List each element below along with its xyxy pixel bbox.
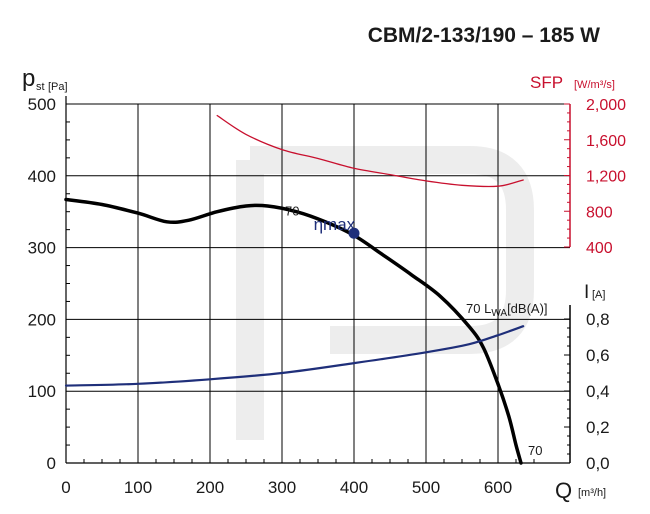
annotation-eta-max: ηmax (314, 215, 356, 234)
x-tick-label: 400 (340, 478, 368, 497)
y-axis-sfp-label: SFP (530, 73, 563, 92)
chart-title: CBM/2-133/190 – 185 W (368, 24, 600, 47)
annotation-70-bottom: 70 (528, 443, 542, 458)
annotation-lwa: 70 LWA[dB(A)] (466, 301, 548, 319)
x-axis-title: Q [m³/h] (555, 478, 606, 503)
y-axis-sfp-unit: [W/m³/s] (574, 79, 615, 91)
y-left-tick-label: 100 (28, 382, 56, 401)
y-axis-left-label: p (22, 65, 35, 92)
x-tick-label: 100 (124, 478, 152, 497)
y-sfp-tick-label: 2,000 (586, 97, 626, 114)
y-axis-left-unit: [Pa] (48, 81, 68, 93)
x-axis-unit: [m³/h] (578, 487, 606, 499)
y-left-tick-label: 300 (28, 239, 56, 258)
y-axis-current-unit: [A] (592, 289, 605, 301)
y-current-tick-label: 0,0 (586, 454, 610, 473)
annotation-70-upper: 70 (285, 203, 299, 218)
y-current-tick-label: 0,2 (586, 418, 610, 437)
series-pressure-curve (64, 197, 523, 465)
y-sfp-tick-label: 1,600 (586, 133, 626, 150)
y-axis-sfp-title: SFP [W/m³/s] (530, 73, 615, 92)
y-left-tick-label: 200 (28, 310, 56, 329)
y-axis-current-label: I (584, 282, 589, 303)
y-sfp-tick-label: 800 (586, 204, 613, 221)
x-tick-label: 600 (484, 478, 512, 497)
x-tick-label: 500 (412, 478, 440, 497)
watermark-logo (236, 146, 534, 440)
eta-max-point (348, 227, 360, 239)
x-tick-label: 300 (268, 478, 296, 497)
y-axis-left-title: p st [Pa] (22, 65, 68, 93)
x-tick-label: 200 (196, 478, 224, 497)
y-left-tick-label: 0 (47, 454, 56, 473)
series-group (64, 114, 525, 465)
y-current-tick-label: 0,6 (586, 346, 610, 365)
y-left-tick-label: 500 (28, 95, 56, 114)
y-left-tick-label: 400 (28, 167, 56, 186)
series-current-curve (64, 325, 525, 387)
y-current-tick-label: 0,8 (586, 310, 610, 329)
x-tick-label: 0 (61, 478, 70, 497)
y-axis-current-title: I [A] (584, 282, 605, 303)
y-sfp-tick-label: 400 (586, 240, 613, 257)
annotations: 70 ηmax 70 LWA[dB(A)] 70 (285, 203, 547, 458)
tick-labels: 0 100 200 300 400 500 600 0 100 200 300 400 500 400 80… (28, 95, 627, 497)
y-current-tick-label: 0,4 (586, 382, 610, 401)
y-sfp-tick-label: 1,200 (586, 169, 626, 186)
x-axis-label: Q (555, 478, 572, 503)
series-sfp-curve (216, 114, 524, 188)
y-axis-left-sub: st (36, 81, 45, 93)
